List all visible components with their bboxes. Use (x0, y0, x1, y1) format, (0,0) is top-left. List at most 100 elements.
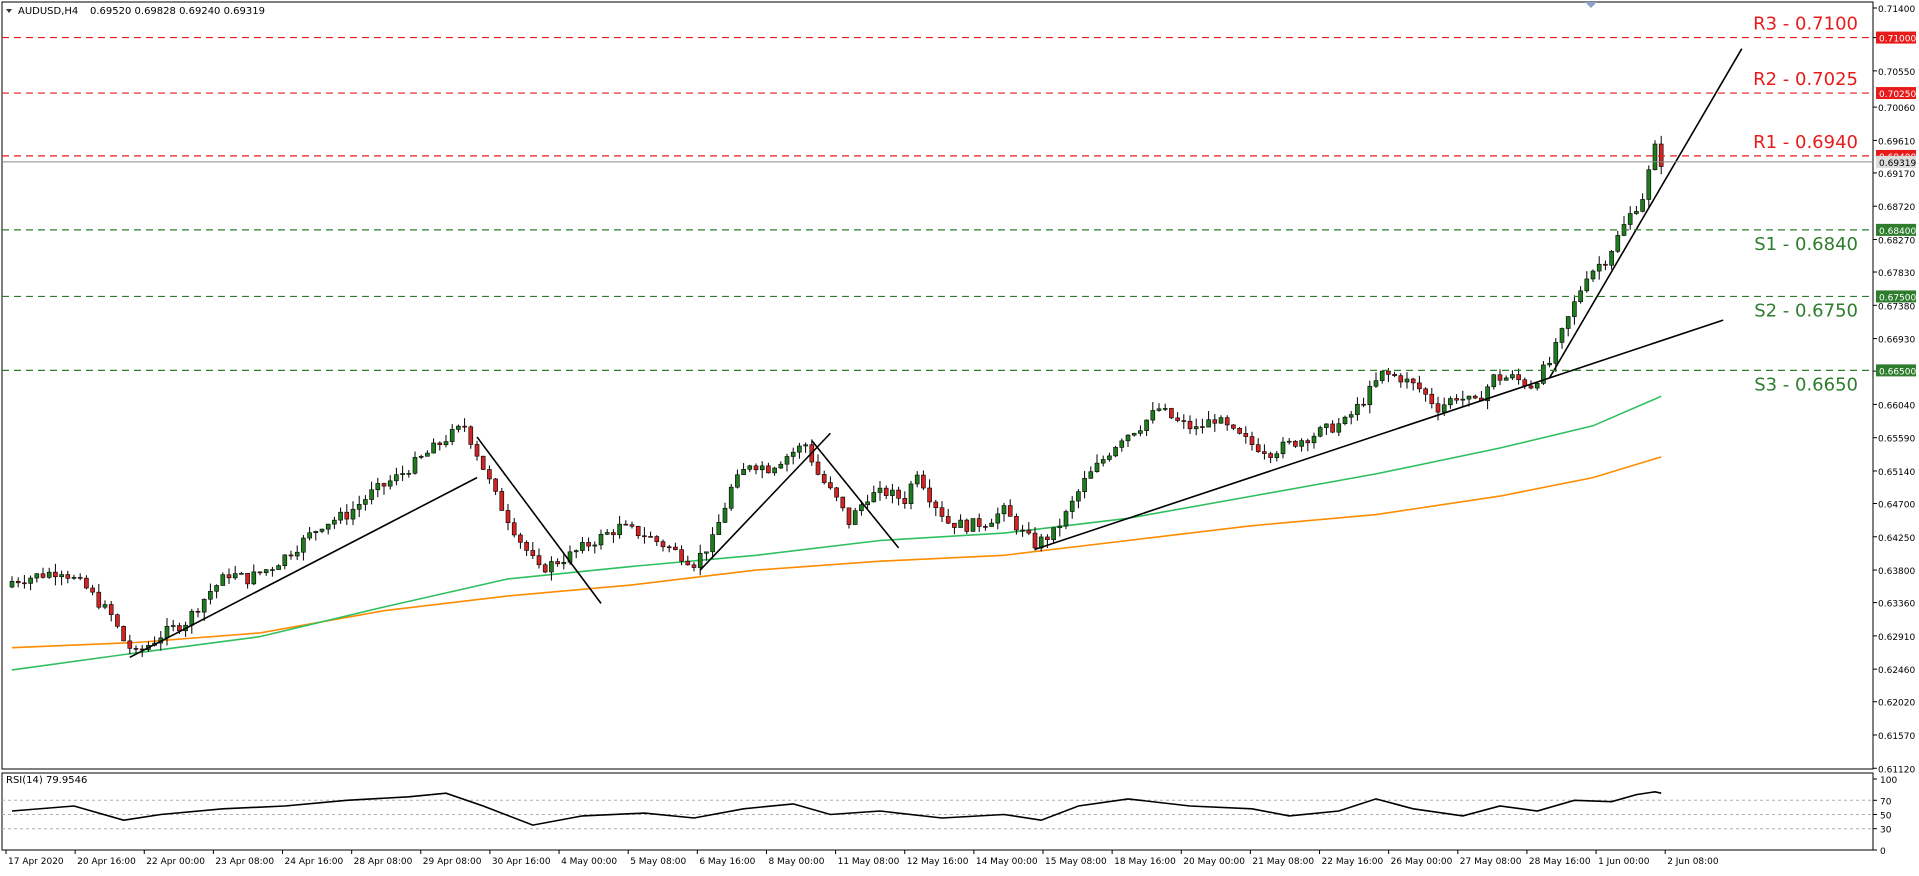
candle[interactable] (220, 574, 226, 586)
candle[interactable] (1255, 444, 1261, 452)
candle[interactable] (1063, 511, 1069, 527)
candle[interactable] (716, 522, 722, 535)
candle[interactable] (1268, 453, 1273, 458)
candle[interactable] (418, 455, 424, 458)
candle[interactable] (883, 487, 889, 496)
candle[interactable] (1169, 408, 1174, 419)
candle[interactable] (1162, 408, 1168, 410)
candle[interactable] (573, 550, 579, 553)
candle[interactable] (1330, 423, 1335, 433)
candle[interactable] (840, 496, 846, 509)
candle[interactable] (288, 554, 294, 557)
candle[interactable] (871, 492, 877, 503)
candle[interactable] (598, 533, 604, 546)
candle[interactable] (239, 572, 244, 575)
candle[interactable] (834, 487, 839, 498)
candle[interactable] (1138, 430, 1143, 434)
candle[interactable] (536, 555, 542, 566)
candle[interactable] (115, 614, 120, 627)
candle[interactable] (1212, 419, 1218, 424)
candle[interactable] (945, 516, 951, 524)
candle[interactable] (1373, 380, 1379, 387)
candle[interactable] (350, 508, 356, 520)
candle[interactable] (493, 478, 498, 492)
candle[interactable] (214, 585, 219, 592)
candle[interactable] (877, 487, 883, 493)
candle[interactable] (803, 444, 808, 447)
candle[interactable] (704, 551, 709, 554)
candle[interactable] (1510, 374, 1515, 379)
candle[interactable] (728, 486, 734, 509)
candle[interactable] (1640, 199, 1645, 212)
candle[interactable] (542, 564, 548, 573)
candle[interactable] (9, 580, 15, 588)
candle[interactable] (673, 546, 678, 550)
candle[interactable] (1466, 395, 1472, 400)
candle[interactable] (1286, 440, 1292, 443)
candle[interactable] (1026, 529, 1032, 534)
candle[interactable] (443, 441, 449, 446)
candle[interactable] (449, 429, 455, 442)
candle[interactable] (995, 513, 1001, 524)
candle[interactable] (1088, 471, 1094, 479)
candle[interactable] (1249, 436, 1255, 445)
candle[interactable] (307, 532, 312, 539)
candle[interactable] (766, 465, 771, 474)
candle[interactable] (797, 445, 802, 453)
candle[interactable] (1200, 426, 1205, 428)
candle[interactable] (1125, 434, 1131, 442)
candle[interactable] (1181, 420, 1187, 422)
candle[interactable] (1032, 532, 1038, 549)
candle[interactable] (474, 444, 480, 457)
candle[interactable] (1107, 455, 1112, 460)
candle[interactable] (666, 546, 672, 549)
candle[interactable] (1131, 433, 1137, 436)
trendline[interactable] (1548, 48, 1743, 379)
candle[interactable] (263, 569, 269, 574)
candle[interactable] (747, 465, 753, 470)
candle[interactable] (133, 648, 139, 650)
candle[interactable] (815, 461, 821, 475)
candle[interactable] (1355, 403, 1360, 415)
candle[interactable] (679, 549, 684, 562)
candle[interactable] (468, 426, 474, 445)
candle[interactable] (1317, 427, 1323, 437)
candle[interactable] (1441, 404, 1447, 413)
candle[interactable] (505, 510, 511, 524)
candle[interactable] (828, 482, 833, 489)
candle[interactable] (1491, 374, 1497, 388)
candle[interactable] (1553, 342, 1559, 364)
candle[interactable] (648, 536, 653, 538)
candle[interactable] (1336, 423, 1342, 433)
candle[interactable] (22, 582, 27, 585)
candle[interactable] (927, 487, 932, 503)
candle[interactable] (790, 451, 796, 457)
candle[interactable] (1069, 500, 1075, 512)
candle[interactable] (251, 571, 257, 585)
candle[interactable] (1460, 398, 1466, 401)
candle[interactable] (518, 534, 523, 543)
candle[interactable] (908, 483, 914, 505)
candle[interactable] (226, 574, 232, 579)
candle[interactable] (524, 542, 529, 551)
candle[interactable] (1646, 169, 1652, 200)
candle[interactable] (617, 523, 622, 536)
candle[interactable] (257, 571, 263, 574)
candle[interactable] (1100, 459, 1106, 464)
candle[interactable] (555, 561, 560, 565)
candle[interactable] (1020, 529, 1025, 532)
candle[interactable] (1534, 383, 1540, 389)
candle[interactable] (1634, 211, 1639, 214)
candle[interactable] (121, 626, 126, 642)
candle[interactable] (96, 591, 102, 608)
candle[interactable] (177, 625, 182, 632)
candle[interactable] (1367, 385, 1373, 406)
candle[interactable] (394, 474, 399, 482)
candle[interactable] (1528, 385, 1534, 389)
candle[interactable] (1627, 213, 1633, 225)
candle[interactable] (77, 576, 83, 579)
candle[interactable] (195, 610, 201, 613)
candle[interactable] (170, 625, 176, 627)
candle[interactable] (1175, 417, 1180, 421)
candle[interactable] (939, 507, 945, 517)
